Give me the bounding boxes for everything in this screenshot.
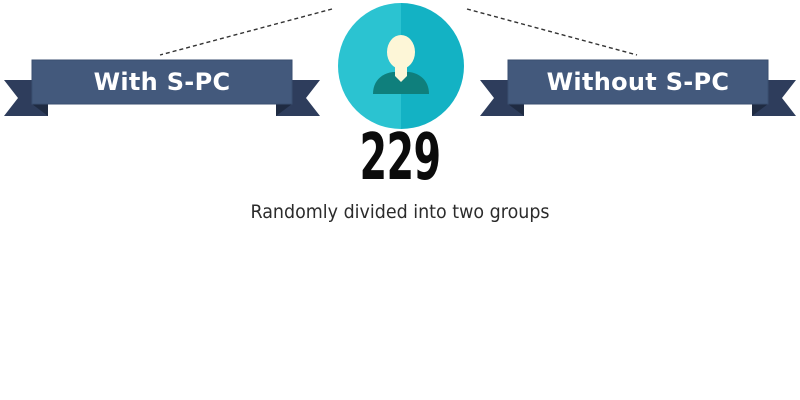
ribbon-banner-shape	[480, 59, 796, 116]
with-spc-label: With S-PC	[93, 68, 231, 96]
group-ribbon-without-spc: Without S-PC	[480, 52, 796, 118]
ribbon-banner-shape	[4, 59, 320, 116]
total-participants-count: 229	[359, 121, 442, 195]
connector-line-left	[159, 8, 333, 56]
group-ribbon-with-spc: With S-PC	[4, 52, 320, 118]
connector-line-right	[466, 8, 638, 56]
randomization-caption: Randomly divided into two groups	[250, 201, 550, 223]
person-icon	[338, 3, 464, 129]
without-spc-label: Without S-PC	[546, 68, 730, 96]
